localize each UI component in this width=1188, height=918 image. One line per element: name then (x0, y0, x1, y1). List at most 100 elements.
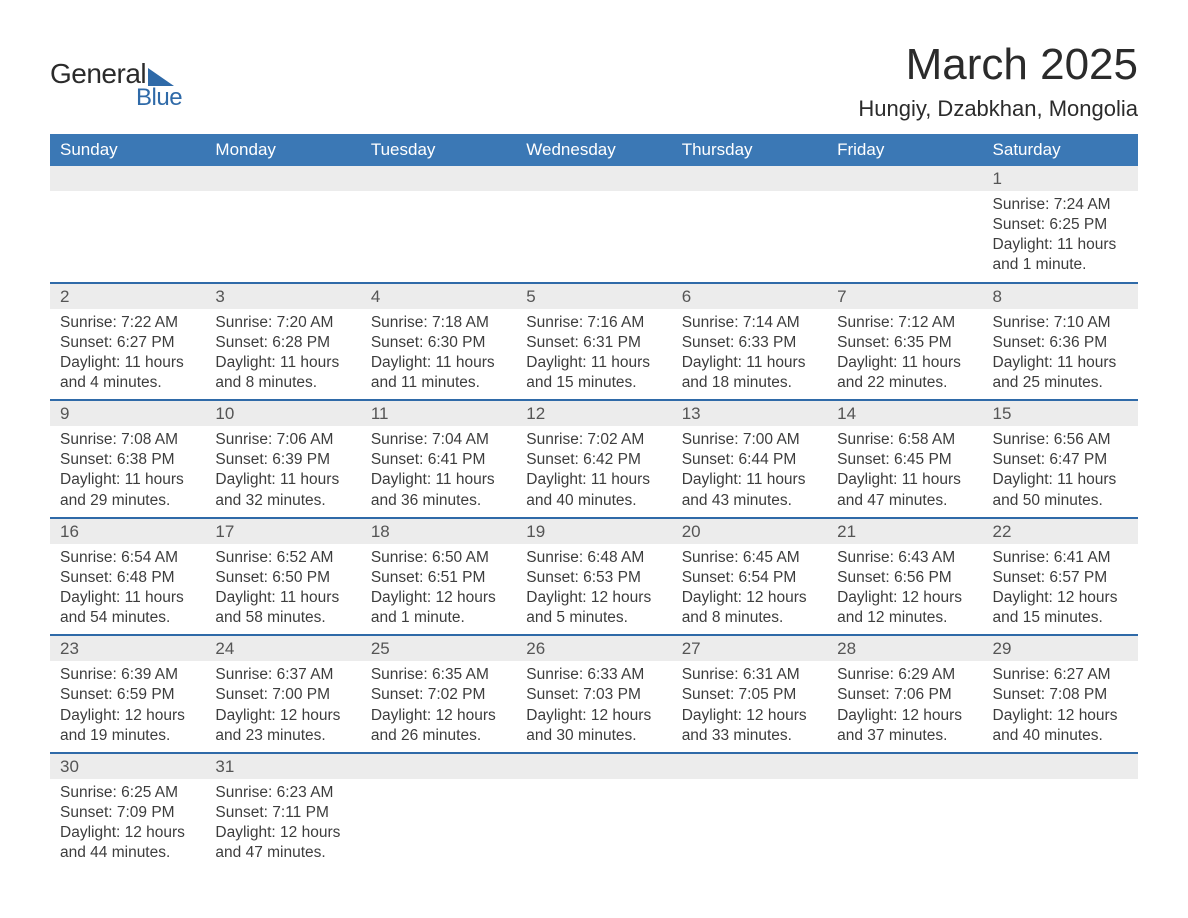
detail-row: Sunrise: 7:08 AMSunset: 6:38 PMDaylight:… (50, 426, 1138, 518)
day-cell: Sunrise: 6:41 AMSunset: 6:57 PMDaylight:… (983, 544, 1138, 636)
sunset-text: Sunset: 7:11 PM (215, 803, 350, 823)
day-cell (516, 191, 671, 283)
day-number: 13 (672, 400, 827, 426)
sunrise-text: Sunrise: 7:16 AM (526, 313, 661, 333)
sunset-text: Sunset: 7:09 PM (60, 803, 195, 823)
day-number: 1 (983, 166, 1138, 191)
day-cell: Sunrise: 6:45 AMSunset: 6:54 PMDaylight:… (672, 544, 827, 636)
day-cell: Sunrise: 6:50 AMSunset: 6:51 PMDaylight:… (361, 544, 516, 636)
day-number: 21 (827, 518, 982, 544)
month-title: March 2025 (858, 40, 1138, 90)
detail-row: Sunrise: 6:54 AMSunset: 6:48 PM Daylight:… (50, 544, 1138, 636)
sunset-text: Sunset: 6:28 PM (215, 333, 350, 353)
sunrise-text: Sunrise: 7:04 AM (371, 430, 506, 450)
detail-row: Sunrise: 7:24 AMSunset: 6:25 PMDaylight:… (50, 191, 1138, 283)
day-number: 4 (361, 283, 516, 309)
day-cell (672, 191, 827, 283)
sunset-text: Sunset: 6:59 PM (60, 685, 195, 705)
day-cell (205, 191, 360, 283)
day-cell (361, 779, 516, 870)
day-number: 30 (50, 753, 205, 779)
daylight-text: Daylight: 12 hours and 40 minutes. (993, 706, 1128, 746)
detail-row: Sunrise: 6:39 AMSunset: 6:59 PM Daylight:… (50, 661, 1138, 753)
sunrise-text: Sunrise: 6:39 AM (60, 665, 195, 685)
daylight-text: Daylight: 11 hours and 25 minutes. (993, 353, 1128, 393)
daylight-text: Daylight: 12 hours and 23 minutes. (215, 706, 350, 746)
sunset-text: Sunset: 7:05 PM (682, 685, 817, 705)
day-cell (361, 191, 516, 283)
daylight-text: Daylight: 12 hours and 44 minutes. (60, 823, 195, 863)
day-cell: Sunrise: 6:25 AMSunset: 7:09 PMDaylight:… (50, 779, 205, 870)
sunset-text: Sunset: 6:48 PM (60, 568, 195, 588)
col-friday: Friday (827, 134, 982, 166)
sunrise-text: Sunrise: 6:45 AM (682, 548, 817, 568)
day-cell: Sunrise: 7:02 AMSunset: 6:42 PMDaylight:… (516, 426, 671, 518)
sunrise-text: Sunrise: 6:43 AM (837, 548, 972, 568)
location: Hungiy, Dzabkhan, Mongolia (858, 96, 1138, 122)
day-cell: Sunrise: 6:56 AMSunset: 6:47 PMDaylight:… (983, 426, 1138, 518)
day-number: 15 (983, 400, 1138, 426)
detail-row: Sunrise: 7:22 AMSunset: 6:27 PMDaylight:… (50, 309, 1138, 401)
sunset-text: Sunset: 6:36 PM (993, 333, 1128, 353)
daylight-text: Daylight: 11 hours and 32 minutes. (215, 470, 350, 510)
day-number (516, 166, 671, 191)
day-number: 23 (50, 635, 205, 661)
sunset-text: Sunset: 6:33 PM (682, 333, 817, 353)
day-number (361, 166, 516, 191)
day-number: 16 (50, 518, 205, 544)
daylight-text: Daylight: 11 hours and 18 minutes. (682, 353, 817, 393)
day-cell: Sunrise: 6:43 AMSunset: 6:56 PMDaylight:… (827, 544, 982, 636)
sunset-text: Sunset: 7:02 PM (371, 685, 506, 705)
sunrise-text: Sunrise: 6:37 AM (215, 665, 350, 685)
day-cell: Sunrise: 6:54 AMSunset: 6:48 PMDaylight:… (50, 544, 205, 636)
title-block: March 2025 Hungiy, Dzabkhan, Mongolia (858, 40, 1138, 122)
day-cell: Sunrise: 7:04 AMSunset: 6:41 PMDaylight:… (361, 426, 516, 518)
day-cell: Sunrise: 6:31 AMSunset: 7:05 PMDaylight:… (672, 661, 827, 753)
daylight-text: Daylight: 12 hours and 12 minutes. (837, 588, 972, 628)
day-cell: Sunrise: 7:16 AMSunset: 6:31 PMDaylight:… (516, 309, 671, 401)
sunrise-text: Sunrise: 6:52 AM (215, 548, 350, 568)
col-saturday: Saturday (983, 134, 1138, 166)
col-wednesday: Wednesday (516, 134, 671, 166)
daylight-text: Daylight: 12 hours and 15 minutes. (993, 588, 1128, 628)
day-cell: Sunrise: 6:33 AMSunset: 7:03 PMDaylight:… (516, 661, 671, 753)
day-number: 11 (361, 400, 516, 426)
daynum-row: 16171819202122 (50, 518, 1138, 544)
sunset-text: Sunset: 6:31 PM (526, 333, 661, 353)
daylight-text: Daylight: 12 hours and 37 minutes. (837, 706, 972, 746)
logo-text-general: General (50, 58, 146, 90)
day-cell (50, 191, 205, 283)
day-number (672, 166, 827, 191)
sunset-text: Sunset: 6:41 PM (371, 450, 506, 470)
sunrise-text: Sunrise: 6:54 AM (60, 548, 195, 568)
sunset-text: Sunset: 7:03 PM (526, 685, 661, 705)
day-number: 6 (672, 283, 827, 309)
day-number: 26 (516, 635, 671, 661)
day-cell: Sunrise: 6:23 AMSunset: 7:11 PMDaylight:… (205, 779, 360, 870)
day-cell: Sunrise: 7:08 AMSunset: 6:38 PMDaylight:… (50, 426, 205, 518)
logo: General Blue (50, 58, 182, 112)
sunset-text: Sunset: 6:45 PM (837, 450, 972, 470)
day-cell: Sunrise: 7:18 AMSunset: 6:30 PMDaylight:… (361, 309, 516, 401)
day-number: 12 (516, 400, 671, 426)
daylight-text: Daylight: 11 hours and 22 minutes. (837, 353, 972, 393)
day-number (827, 753, 982, 779)
day-cell: Sunrise: 6:58 AMSunset: 6:45 PMDaylight:… (827, 426, 982, 518)
daynum-row: 2345678 (50, 283, 1138, 309)
daylight-text: Daylight: 12 hours and 26 minutes. (371, 706, 506, 746)
sunrise-text: Sunrise: 6:58 AM (837, 430, 972, 450)
sunset-text: Sunset: 6:30 PM (371, 333, 506, 353)
day-number (983, 753, 1138, 779)
daylight-text: Daylight: 11 hours and 47 minutes. (837, 470, 972, 510)
sunrise-text: Sunrise: 7:20 AM (215, 313, 350, 333)
sunset-text: Sunset: 6:42 PM (526, 450, 661, 470)
day-cell: Sunrise: 7:06 AMSunset: 6:39 PMDaylight:… (205, 426, 360, 518)
day-number: 22 (983, 518, 1138, 544)
daylight-text: Daylight: 12 hours and 47 minutes. (215, 823, 350, 863)
calendar-table: Sunday Monday Tuesday Wednesday Thursday… (50, 134, 1138, 869)
sunset-text: Sunset: 6:35 PM (837, 333, 972, 353)
sunset-text: Sunset: 6:51 PM (371, 568, 506, 588)
day-number: 20 (672, 518, 827, 544)
day-number: 10 (205, 400, 360, 426)
day-cell (827, 191, 982, 283)
